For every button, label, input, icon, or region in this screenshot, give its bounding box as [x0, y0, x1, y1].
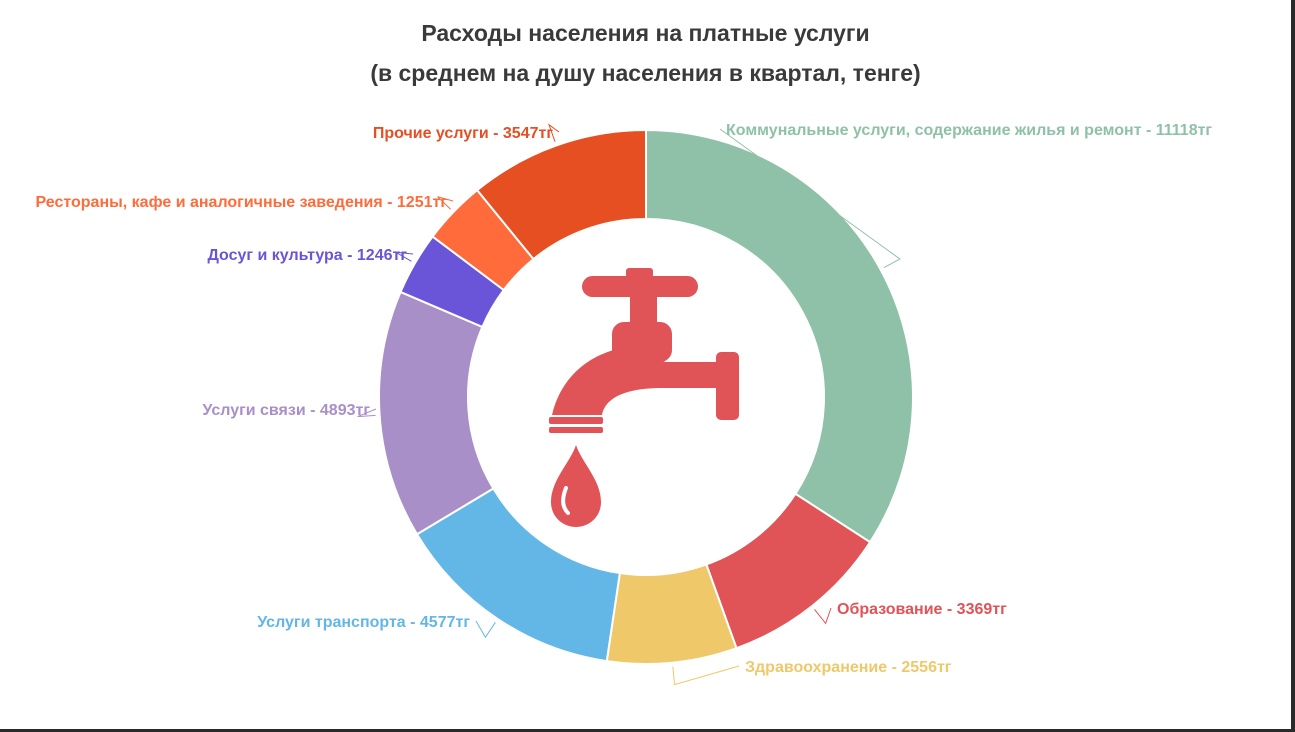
donut-slice: [378, 290, 495, 536]
slice-label: Прочие услуги - 3547тг: [373, 125, 554, 142]
slice-label: Образование - 3369тг: [837, 601, 1007, 618]
slice-label: Услуги связи - 4893тг: [202, 402, 370, 419]
slice-labels: Коммунальные услуги, содержание жилья и …: [36, 122, 1213, 676]
leader-lines: [357, 123, 901, 686]
chart-subtitle: (в среднем на душу населения в квартал, …: [370, 60, 921, 86]
leader-line: [814, 607, 832, 625]
leader-line: [395, 251, 414, 262]
chart-title: Расходы населения на платные услуги: [421, 20, 870, 46]
slice-label: Рестораны, кафе и аналогичные заведения …: [36, 194, 448, 211]
donut-slice: [645, 128, 914, 544]
water-tap-icon: [549, 268, 739, 527]
leader-line: [719, 128, 901, 268]
donut-slice: [475, 128, 647, 261]
slice-label: Здравоохранение - 2556тг: [745, 659, 952, 676]
leader-line: [672, 665, 740, 686]
slice-label: Услуги транспорта - 4577тг: [257, 614, 470, 631]
leader-line: [437, 196, 454, 210]
slice-label: Коммунальные услуги, содержание жилья и …: [726, 122, 1212, 139]
leader-line: [357, 408, 377, 418]
leader-line: [547, 123, 560, 142]
leader-line: [475, 620, 496, 639]
donut-slices: [378, 128, 914, 665]
slice-label: Досуг и культура - 1246тг: [207, 247, 407, 264]
